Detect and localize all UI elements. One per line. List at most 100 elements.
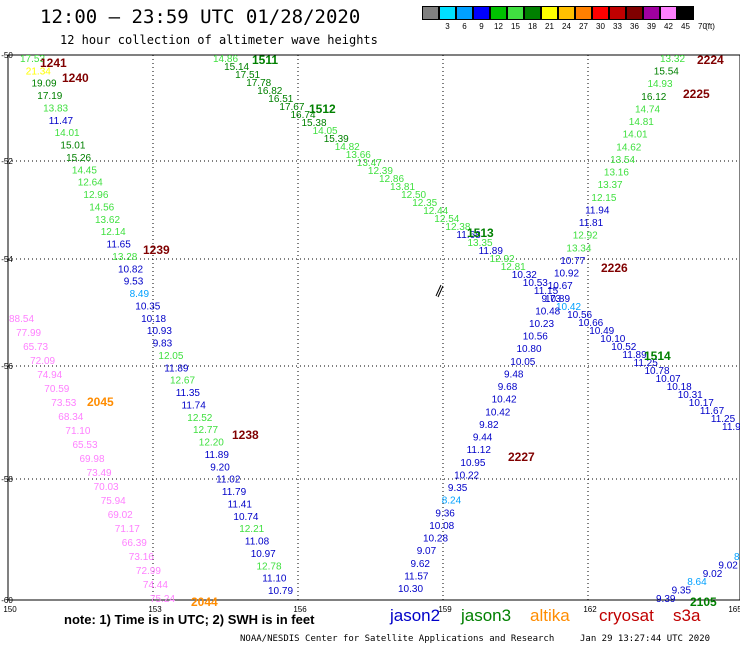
wave-height-value: 15.01 (60, 141, 85, 152)
wave-height-value: 70.03 (94, 482, 119, 493)
wave-height-value: 72.99 (136, 566, 161, 577)
wave-height-value: 10.79 (268, 586, 293, 597)
colorbar-tick-label: 9 (479, 22, 484, 31)
wave-height-value: 65.53 (73, 440, 98, 451)
colorbar-tick-label: 6 (462, 22, 467, 31)
island-outline (435, 284, 444, 298)
wave-height-value: 10.05 (510, 357, 535, 368)
wave-height-value: 9.68 (498, 382, 518, 393)
wave-height-value: 10.56 (567, 310, 592, 321)
wave-height-value: 14.93 (648, 79, 673, 90)
page-title: 12:00 — 23:59 UTC 01/28/2020 (40, 6, 361, 28)
wave-height-value: 75.94 (101, 496, 126, 507)
wave-height-value: 77.99 (16, 328, 41, 339)
wave-height-value: 14.82 (335, 142, 360, 153)
legend-jason3: jason3 (461, 606, 512, 625)
wave-height-value: 73.49 (87, 468, 112, 479)
wave-height-value: 12.92 (573, 231, 598, 242)
wave-height-value: 16.12 (641, 92, 666, 103)
wave-height-value: 14.86 (213, 54, 238, 65)
colorbar-swatch (541, 6, 558, 20)
wave-height-value: 13.47 (357, 158, 382, 169)
pass-number-label: 1240 (62, 71, 89, 85)
wave-height-value: 11.02 (216, 475, 241, 486)
wave-height-value: 11.08 (245, 537, 270, 548)
wave-height-value: 12.14 (101, 227, 126, 238)
map-frame (7, 54, 740, 601)
wave-height-value: 74.44 (143, 580, 168, 591)
wave-height-value: 11.81 (579, 218, 604, 229)
wave-height-value: 9.02 (703, 569, 723, 580)
wave-height-value: 12.86 (379, 174, 404, 185)
wave-height-value: 10.52 (611, 342, 636, 353)
pass-number-label: 1511 (252, 53, 278, 67)
wave-height-value: 12.52 (187, 413, 212, 424)
wave-height-value: 17.67 (279, 102, 304, 113)
colorbar-swatch (524, 6, 541, 20)
colorbar-swatch (490, 6, 507, 20)
pass-number-label: 2227 (508, 450, 535, 464)
wave-height-value: 71.17 (115, 524, 140, 535)
wave-height-value: 10.42 (556, 302, 581, 313)
wave-height-value: 10.97 (251, 549, 276, 560)
wave-height-value: 9.82 (479, 420, 499, 431)
pass-number-label: 2225 (683, 87, 710, 101)
lat-label: -54 (1, 255, 13, 264)
colorbar-swatch (643, 6, 660, 20)
wave-height-value: 12.64 (78, 178, 103, 189)
wave-height-value: 74.94 (37, 370, 62, 381)
colorbar-tick-label: 39 (647, 22, 656, 31)
wave-height-value: 10.23 (529, 319, 554, 330)
wave-height-value: 9.02 (718, 560, 738, 571)
wave-height-value: 10.95 (460, 458, 485, 469)
wave-height-value: 15.54 (654, 67, 679, 78)
pass-number-label: 1512 (309, 102, 336, 116)
wave-height-value: 12.50 (401, 190, 426, 201)
wave-height-value: 17.78 (246, 78, 271, 89)
wave-height-value: 10.67 (548, 281, 573, 292)
wave-height-value: 12.81 (501, 262, 526, 273)
pass-number-label: 2224 (697, 53, 724, 67)
colorbar-swatch (609, 6, 626, 20)
wave-height-colorbar: 3 6 9 12 15 18 21 24 27 30 33 36 39 42 45 70 (ft) (422, 6, 728, 34)
pass-number-label: 2226 (601, 261, 628, 275)
colorbar-tick-label: 24 (562, 22, 571, 31)
wave-height-value: 14.01 (623, 130, 648, 141)
colorbar-swatch (439, 6, 456, 20)
wave-height-value: 13.35 (468, 238, 493, 249)
wave-height-value: 10.48 (535, 306, 560, 317)
wave-height-value: 10.07 (656, 374, 681, 385)
wave-height-value: 13.28 (112, 252, 137, 263)
wave-height-value: 73.16 (129, 552, 154, 563)
wave-height-value: 12.21 (239, 524, 264, 535)
page-subtitle: 12 hour collection of altimeter wave hei… (60, 33, 378, 47)
lon-label: 159 (438, 605, 452, 614)
lon-label: 153 (148, 605, 162, 614)
wave-height-value: 11.65 (107, 240, 132, 251)
wave-height-value: 10.74 (233, 512, 258, 523)
colorbar-tick-label: 15 (511, 22, 520, 31)
wave-height-value: 11.74 (182, 400, 207, 411)
wave-height-value: 9.35 (672, 586, 692, 597)
wave-height-value: 11.47 (49, 116, 74, 127)
pass-number-label: 1241 (40, 56, 67, 70)
colorbar-tick-label: 18 (528, 22, 537, 31)
wave-height-value: 73.53 (51, 398, 76, 409)
wave-height-value: 12.05 (158, 351, 183, 362)
wave-height-value: 12.38 (445, 222, 470, 233)
wave-height-value: 10.92 (554, 269, 579, 280)
wave-height-value: 10.56 (523, 332, 548, 343)
wave-height-value: 17.53 (20, 54, 45, 65)
pass-number-label: 2105 (690, 595, 717, 609)
wave-height-value: 9.62 (411, 559, 431, 570)
wave-height-value: 10.66 (578, 318, 603, 329)
wave-height-value: 10.89 (545, 294, 570, 305)
wave-height-value: 12.54 (434, 214, 459, 225)
wave-height-value: 12.39 (368, 166, 393, 177)
wave-height-value: 8.24 (442, 496, 462, 507)
wave-height-value: 13.83 (43, 104, 68, 115)
wave-height-value: 10.22 (454, 470, 479, 481)
wave-height-value: 21.34 (26, 66, 51, 77)
